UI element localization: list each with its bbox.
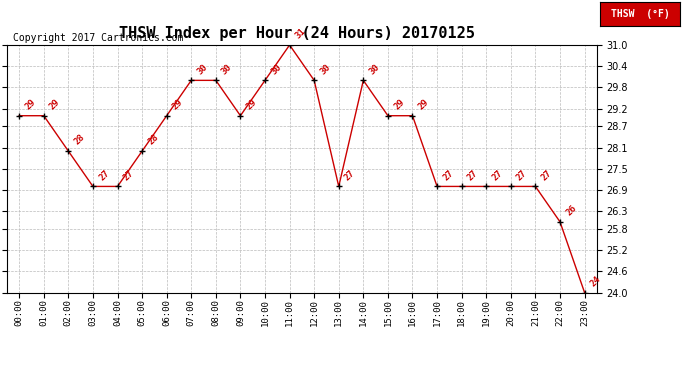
- Text: 27: 27: [491, 168, 504, 182]
- Text: 27: 27: [515, 168, 529, 182]
- Text: 30: 30: [220, 62, 234, 76]
- Text: 30: 30: [318, 62, 333, 76]
- Text: 27: 27: [343, 168, 357, 182]
- Text: 27: 27: [466, 168, 480, 182]
- Text: 29: 29: [171, 98, 185, 111]
- Text: 26: 26: [564, 204, 578, 218]
- Text: Copyright 2017 Cartronics.com: Copyright 2017 Cartronics.com: [13, 33, 183, 42]
- Text: 29: 29: [48, 98, 62, 111]
- Text: 27: 27: [441, 168, 455, 182]
- Text: 27: 27: [121, 168, 136, 182]
- Text: 27: 27: [540, 168, 553, 182]
- Text: 24: 24: [589, 274, 602, 288]
- Text: 30: 30: [368, 62, 382, 76]
- Text: THSW  (°F): THSW (°F): [611, 9, 669, 19]
- Text: 31: 31: [294, 27, 308, 41]
- Text: 30: 30: [195, 62, 209, 76]
- Text: 29: 29: [392, 98, 406, 111]
- Text: THSW Index per Hour (24 Hours) 20170125: THSW Index per Hour (24 Hours) 20170125: [119, 26, 475, 41]
- Text: 29: 29: [417, 98, 431, 111]
- Text: 29: 29: [23, 98, 37, 111]
- Text: 29: 29: [244, 98, 259, 111]
- Text: 28: 28: [146, 133, 160, 147]
- Text: 27: 27: [97, 168, 111, 182]
- Text: 30: 30: [269, 62, 283, 76]
- Text: 28: 28: [72, 133, 86, 147]
